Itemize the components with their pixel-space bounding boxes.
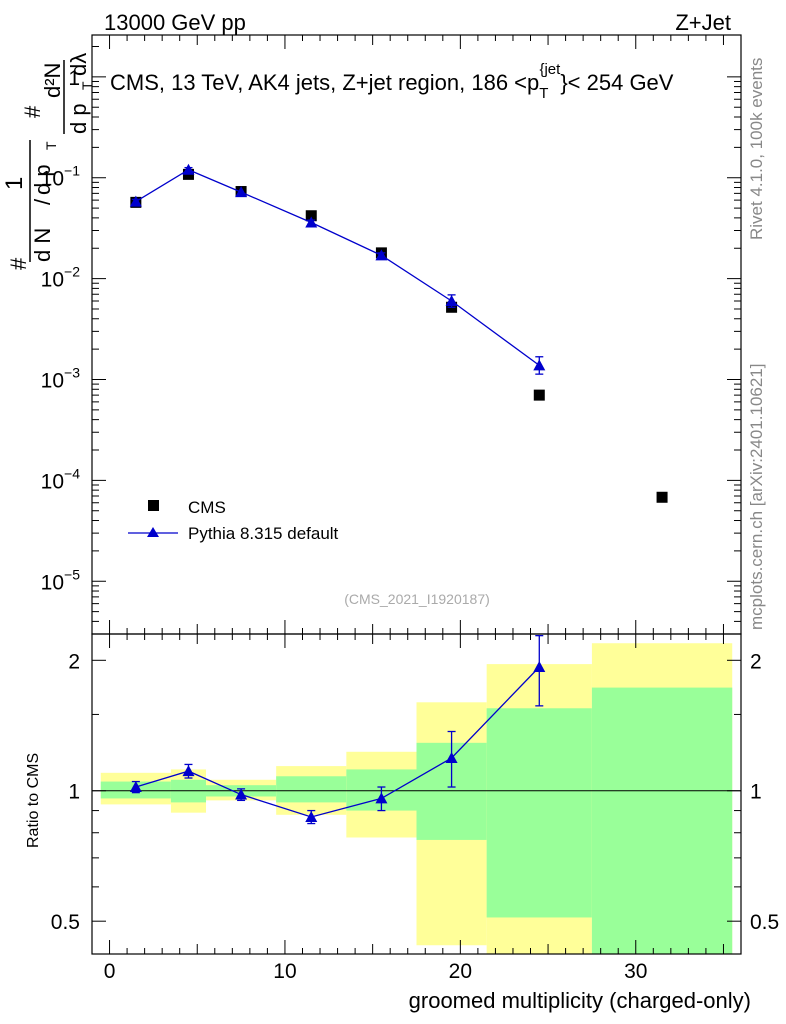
ratio-point [375,792,388,804]
svg-text:/: / [30,198,55,205]
pythia-point [445,294,458,306]
ratio-frame [91,633,742,955]
ratio-bands [100,643,733,954]
svg-text:1: 1 [1,177,28,190]
pythia-point [129,195,142,207]
header-right: Z+Jet [675,10,731,35]
header-left: 13000 GeV pp [104,10,246,35]
pythia-point [375,249,388,261]
main-series [129,163,668,503]
pythia-point [235,186,248,198]
pythia-point [182,163,195,175]
svg-text:d²N: d²N [40,63,65,98]
main-frame [91,34,742,635]
ratio-ticks: 2 2 1 1 0.5 0.5 0 10 20 30 [51,634,779,983]
ratio-band-green [591,687,733,954]
svg-text:dλ: dλ [66,53,91,76]
ratio-point [129,781,142,793]
legend-label-cms: CMS [188,498,226,517]
pythia-point [533,359,546,371]
x-axis-label: groomed multiplicity (charged-only) [409,988,751,1013]
legend-marker-pythia [147,527,159,537]
mcplots-label: mcplots.cern.ch [arXiv:2401.10621] [747,364,766,630]
legend: CMS Pythia 8.315 default [128,498,339,543]
ratio-point [182,765,195,777]
x-tick-label: 0 [104,960,116,983]
svg-text:d p: d p [66,103,91,134]
ratio-ytick-label-right: 0.5 [750,911,779,934]
legend-marker-cms [148,500,159,511]
analysis-watermark: (CMS_2021_I1920187) [344,591,490,607]
ratio-y-label: Ratio to CMS [25,753,42,848]
ratio-point [533,661,546,673]
ratio-point [305,810,318,822]
main-ytick-label: 10−3 [41,364,81,392]
main-y-ticks: 1 10−1 10−2 10−3 10−4 10−5 [41,35,741,635]
ratio-band-green [486,708,592,918]
cms-point [656,491,668,503]
ratio-ytick-label: 2 [68,650,80,673]
main-ytick-label: 10−1 [41,163,81,191]
pythia-line [135,169,540,366]
ratio-ytick-label-right: 1 [750,781,762,804]
main-ytick-label: 1 [68,67,80,90]
svg-text:T: T [43,141,59,150]
ratio-series [129,634,546,825]
ratio-ytick-label-right: 2 [750,650,762,673]
ratio-ytick-label: 0.5 [51,911,80,934]
svg-text:T: T [79,81,95,90]
main-ytick-label: 10−5 [41,566,81,594]
main-ytick-label: 10−4 [41,465,81,493]
legend-label-pythia: Pythia 8.315 default [188,524,339,543]
main-ytick-label: 10−2 [41,264,81,292]
x-tick-label: 20 [449,960,472,983]
svg-text:d p: d p [30,164,55,195]
pythia-point [305,216,318,228]
svg-text:#: # [6,257,31,270]
ratio-point [445,752,458,764]
ratio-band-green [276,776,347,803]
chart-title: CMS, 13 TeV, AK4 jets, Z+jet region, 186… [110,61,674,102]
ratio-point [235,788,248,800]
cms-point [533,389,545,401]
svg-text:#: # [20,105,45,118]
svg-text:d N: d N [30,228,55,262]
x-tick-label: 10 [273,960,296,983]
rivet-label: Rivet 4.1.0, 100k events [747,58,766,240]
cms-point [305,210,317,222]
x-tick-label: 30 [624,960,647,983]
y-axis-label: # 1 d N / d p T # d²N d p T dλ [1,53,95,270]
ratio-ytick-label: 1 [68,781,80,804]
